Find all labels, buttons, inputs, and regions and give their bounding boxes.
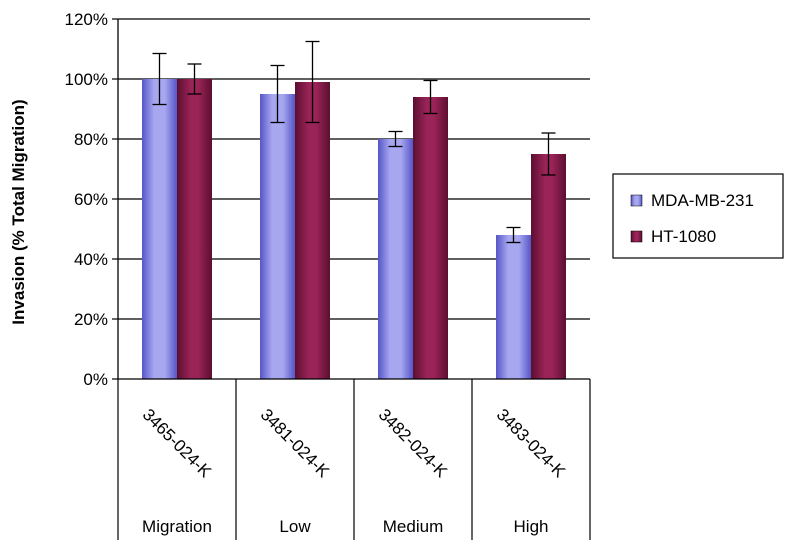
category-group-label: High xyxy=(514,517,549,536)
error-bar xyxy=(152,52,167,106)
axes xyxy=(112,18,591,540)
y-tick-label: 120% xyxy=(65,10,108,29)
category-code-label: 3482-024-K xyxy=(375,405,452,482)
bar-ht-1080-3 xyxy=(413,97,448,379)
legend-label: MDA-MB-231 xyxy=(651,191,754,210)
legend: MDA-MB-231 HT-1080 xyxy=(612,173,784,259)
error-bar xyxy=(187,63,202,95)
bar-ht-1080-1 xyxy=(177,79,212,379)
legend-box xyxy=(612,173,784,259)
bar-mda-mb-231-2 xyxy=(260,94,295,379)
legend-label: HT-1080 xyxy=(651,227,716,246)
category-group-label: Migration xyxy=(142,517,212,536)
y-tick-label: 0% xyxy=(83,370,108,389)
y-tick-label: 60% xyxy=(74,190,108,209)
bar-mda-mb-231-4 xyxy=(496,235,531,379)
bar-mda-mb-231-3 xyxy=(378,139,413,379)
category-code-label: 3465-024-K xyxy=(139,405,216,482)
error-bar xyxy=(541,132,556,176)
error-bar xyxy=(423,79,438,115)
bar-ht-1080-4 xyxy=(531,154,566,379)
category-group-label: Low xyxy=(279,517,311,536)
error-bar xyxy=(270,64,285,124)
error-bar xyxy=(305,40,320,124)
y-tick-label: 80% xyxy=(74,130,108,149)
y-tick-label: 40% xyxy=(74,250,108,269)
error-bars xyxy=(152,40,556,244)
y-tick-label: 20% xyxy=(74,310,108,329)
error-bar xyxy=(388,130,403,148)
y-axis-title: Invasion (% Total Migration) xyxy=(9,99,28,324)
category-code-label: 3481-024-K xyxy=(257,405,334,482)
legend-swatch xyxy=(630,194,643,207)
error-bar xyxy=(506,226,521,244)
y-tick-labels: 0% 20% 40% 60% 80% 100% 120% xyxy=(65,10,108,389)
bar-mda-mb-231-1 xyxy=(142,79,177,379)
category-code-label: 3483-024-K xyxy=(493,405,570,482)
category-group-label: Medium xyxy=(383,517,443,536)
bars xyxy=(142,79,566,379)
bar-ht-1080-2 xyxy=(295,82,330,379)
legend-swatch xyxy=(630,230,643,243)
y-tick-label: 100% xyxy=(65,70,108,89)
